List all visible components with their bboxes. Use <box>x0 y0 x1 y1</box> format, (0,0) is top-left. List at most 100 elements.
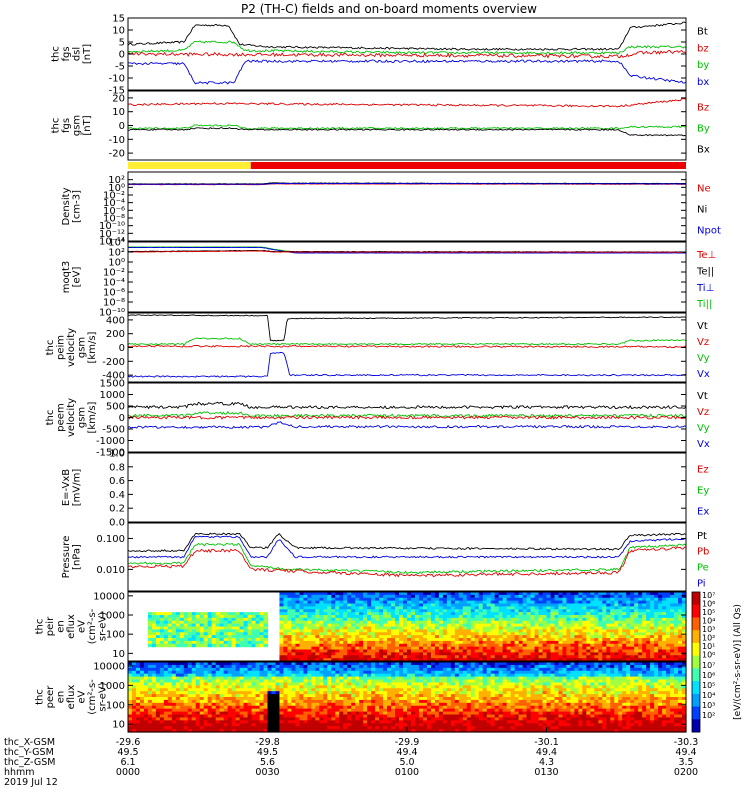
spectrogram-cell <box>248 644 253 647</box>
y-axis-label: moqt3[eV] <box>61 261 83 294</box>
y-axis-label-line: velocity <box>66 328 77 367</box>
spectrogram-cell <box>160 644 165 647</box>
legend-entry: bz <box>697 43 709 54</box>
y-axis-label-line: thc <box>35 619 46 635</box>
spectrogram-cell <box>216 644 221 647</box>
legend-entry: By <box>697 124 710 135</box>
legend-entry: Bt <box>697 27 708 38</box>
y-axis-label-line: thc <box>45 340 56 356</box>
legend-entry: Te⊥ <box>696 250 716 261</box>
legend-entry: Ey <box>697 486 709 497</box>
series-line-2 <box>128 345 686 347</box>
legend-entry: Bz <box>697 103 709 114</box>
y-tick-label: -20 <box>109 149 125 160</box>
spectrogram-cell <box>168 644 173 647</box>
y-axis-label-line: dsl <box>71 47 82 61</box>
y-axis-label-line: Pressure <box>61 536 72 579</box>
y-tick-label: -5 <box>115 62 125 73</box>
y-axis-label: Pressure[nPa] <box>61 536 83 579</box>
y-axis-label-line: thc <box>50 118 61 134</box>
legend-entry: Ni <box>697 205 707 216</box>
legend-entry: Vx <box>697 439 710 450</box>
spectrogram-cell <box>260 644 265 647</box>
y-axis-label-line: thc <box>45 410 56 426</box>
spectrogram-cell <box>236 644 241 647</box>
spectrogram-cell <box>240 644 245 647</box>
series-line-1 <box>128 338 686 345</box>
legend-entry: bx <box>697 77 709 88</box>
y-axis-label-line: gsm <box>77 407 88 428</box>
y-tick-label: 0 <box>119 343 125 354</box>
y-tick-label: -10 <box>109 135 125 146</box>
legend-entry: Ti⊥ <box>696 283 714 294</box>
y-tick-label: 0.4 <box>109 490 125 501</box>
y-tick-label: 0.0 <box>109 518 125 529</box>
y-tick-label: 100 <box>106 630 125 641</box>
series-line-0 <box>128 402 686 408</box>
y-tick-label: 10000 <box>93 591 125 602</box>
spectrogram-cell <box>212 644 217 647</box>
y-tick-label: 1.0 <box>109 449 125 460</box>
y-tick-label: 500 <box>106 402 125 413</box>
y-tick-label: 0.6 <box>109 476 125 487</box>
spectrogram-cell <box>188 644 193 647</box>
spectrogram-cell <box>228 644 233 647</box>
y-axis-label-line: gsm <box>71 115 82 136</box>
y-axis-label-line: [km/s] <box>87 331 98 363</box>
y-tick-label: 5 <box>119 38 125 49</box>
spectrogram-cell <box>232 644 237 647</box>
spectrogram-cell <box>252 644 257 647</box>
y-axis-label-line: [nT] <box>82 115 93 135</box>
y-tick-label: 0.8 <box>109 462 125 473</box>
status-bar-yellow <box>128 162 251 169</box>
series-line-0 <box>128 22 686 50</box>
series-line-1 <box>128 536 686 558</box>
spectrogram-cell <box>256 644 261 647</box>
y-tick-label: 0.010 <box>96 565 125 576</box>
series-line-3 <box>128 60 686 84</box>
legend-entry: Bx <box>697 145 710 156</box>
y-tick-label: -1000 <box>96 436 125 447</box>
y-axis-label-line: [nPa] <box>71 544 82 570</box>
legend-entry: Vx <box>697 369 710 380</box>
y-tick-label: 10 <box>112 649 125 660</box>
y-tick-label: 10 <box>112 26 125 37</box>
series-line-1 <box>128 41 686 54</box>
spectrogram-cell <box>200 644 205 647</box>
y-tick-label: 0 <box>119 50 125 61</box>
y-tick-label: 1500 <box>100 379 125 390</box>
y-axis-label-line: fgs <box>61 46 72 61</box>
y-tick-label: 0.2 <box>109 504 125 515</box>
legend-entry: Vt <box>697 321 708 332</box>
y-axis-label-line: peim <box>56 335 67 360</box>
spectrogram-cell <box>264 644 269 647</box>
legend-entry: Vz <box>697 407 709 418</box>
y-axis-label-line: peir <box>45 616 56 636</box>
spectrogram-cell <box>192 644 197 647</box>
y-axis-label-line: [cm-3] <box>71 190 82 223</box>
y-axis-label-line: en <box>56 620 67 633</box>
spectrogram-cell <box>224 644 229 647</box>
legend-entry: Ti|| <box>696 299 712 310</box>
y-axis-label-line: (cm²-s- <box>87 608 98 644</box>
panel-temperature: 10⁴10²10⁰10⁻²10⁻⁴10⁻⁶10⁻⁸10⁻¹⁰moqt3[eV]T… <box>61 238 717 319</box>
spectrogram-cell <box>208 644 213 647</box>
series-line-0 <box>128 315 686 341</box>
legend-entry: Vt <box>697 391 708 402</box>
y-axis-label-line: Density <box>61 187 72 225</box>
y-axis-label-line: E=-VxB <box>61 469 72 506</box>
spectrogram-cell <box>156 644 161 647</box>
spectrogram-cell <box>152 644 157 647</box>
y-tick-label: -500 <box>102 425 125 436</box>
spectrogram-cell <box>164 644 169 647</box>
y-axis-label-line: velocity <box>66 398 77 437</box>
